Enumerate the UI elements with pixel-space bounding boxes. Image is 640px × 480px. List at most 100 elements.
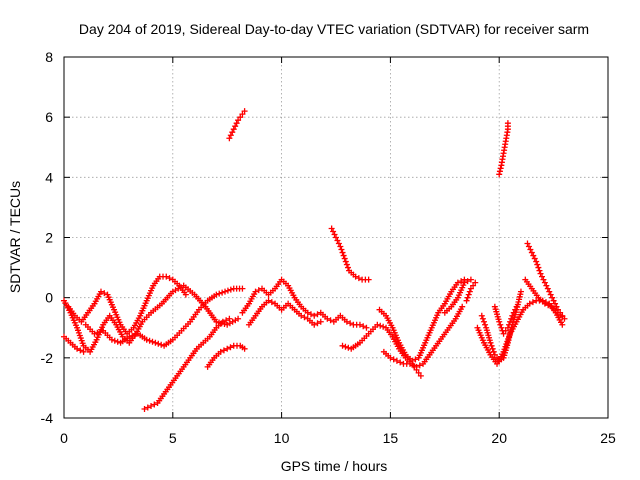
data-point [547,291,554,298]
data-point [77,347,84,354]
series-track-o [474,297,566,367]
data-point [530,252,537,259]
data-point [507,318,514,325]
data-point [213,291,220,298]
data-point [235,117,242,124]
data-point [132,331,139,338]
data-point [335,240,342,247]
y-tick-label: 2 [45,230,53,246]
data-point [237,114,244,121]
data-point [472,279,479,286]
data-point [298,312,305,319]
data-point [94,329,101,336]
data-point [220,347,227,354]
data-point [416,362,423,369]
data-point [224,345,231,352]
data-point [497,165,504,172]
data-point [488,342,495,349]
data-point [363,324,370,331]
data-point [114,338,121,345]
series-track-n [441,276,474,316]
data-point [344,264,351,271]
data-point [226,135,233,142]
data-point [342,343,349,350]
data-point [543,282,550,289]
x-axis-label: GPS time / hours [281,458,388,474]
data-point [241,108,248,115]
data-point [222,288,229,295]
data-point [512,306,519,313]
data-point [339,249,346,256]
data-point [158,341,165,348]
data-point [333,234,339,241]
data-point [339,342,346,349]
tick-layer: 0 5 10 15 20 25 -4 -2 0 2 4 6 8 [41,49,616,446]
data-point [561,315,568,322]
data-point [129,332,136,339]
data-point [526,300,533,307]
data-point [314,311,321,318]
data-point [413,363,420,370]
data-point [337,243,344,250]
y-tick-label: -4 [41,410,54,426]
data-point [149,338,156,345]
data-point [390,356,397,363]
data-point [229,129,236,136]
data-point [213,318,220,325]
series-track-i [245,297,324,328]
x-tick-label: 25 [600,430,616,446]
data-point [307,311,314,318]
y-tick-label: 8 [45,49,53,65]
data-point [239,285,246,292]
data-point [301,314,308,321]
data-point [508,315,515,322]
series-track-e [141,315,233,412]
data-point [219,289,226,296]
data-point [410,362,417,369]
series-track-h [239,276,370,331]
data-point [525,243,532,250]
data-point [317,318,324,325]
data-point [478,312,485,319]
data-point [536,267,543,274]
data-point [529,299,536,306]
series-track-g [226,108,248,142]
x-tick-label: 0 [60,430,68,446]
series-track-u [463,279,479,304]
data-point [552,300,559,307]
data-point [480,318,487,325]
data-point [409,357,416,364]
data-point [463,297,470,304]
y-tick-label: 4 [45,169,53,185]
data-point [393,357,400,364]
data-point [230,126,237,133]
data-point [108,336,115,343]
data-point [219,318,226,325]
data-point [513,303,520,310]
data-point [235,315,242,322]
series-track-r [496,120,511,178]
data-point [343,261,350,268]
series-track-l [376,276,468,364]
data-point [380,323,387,330]
data-point [216,290,223,297]
data-point [467,285,474,292]
data-point [490,348,497,355]
data-point [509,312,516,319]
data-point [412,356,419,363]
data-point [534,261,541,268]
data-point [146,337,153,344]
data-point [182,291,189,298]
data-point [324,315,331,322]
data-point [97,328,104,335]
data-point [467,276,474,283]
data-point [489,345,496,352]
data-point [347,320,354,327]
data-point [465,291,472,298]
data-point [479,315,486,322]
data-point [331,231,338,238]
data-point [341,255,348,262]
data-point [494,354,501,361]
series-track-k [339,321,424,379]
